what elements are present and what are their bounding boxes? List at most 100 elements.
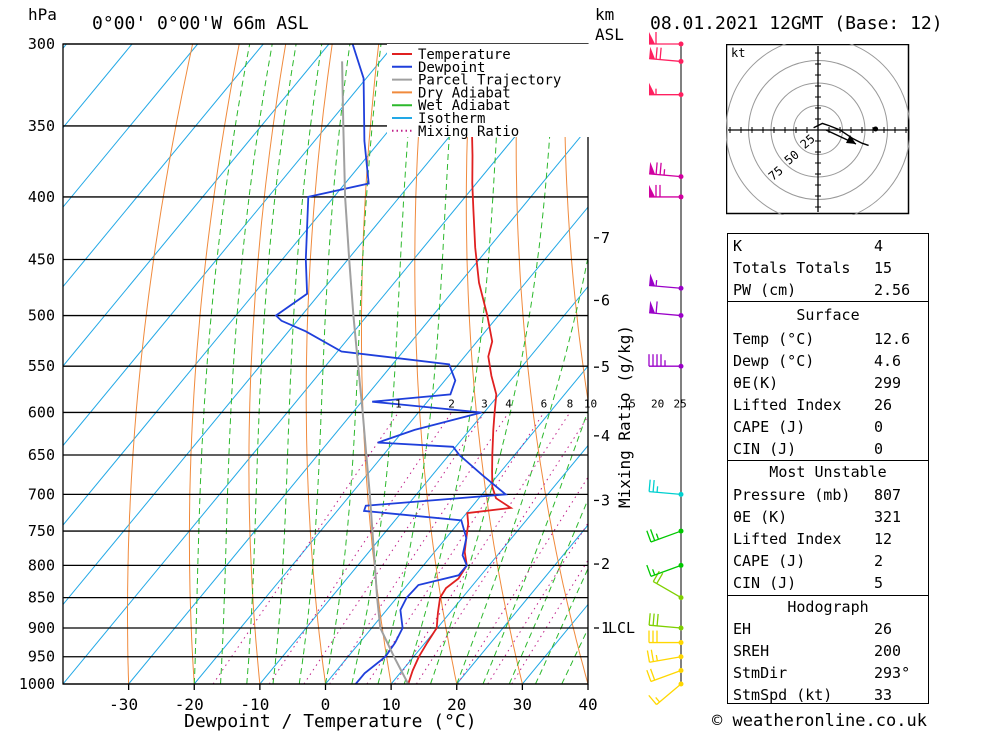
pressure-tick-label: 600 [28,403,55,421]
wet-adiabat-line [508,498,588,684]
dry-adiabat-line [984,44,1000,684]
wind-barb-shaft [649,284,682,289]
hodograph-row: StmDir 293° [728,662,928,684]
km-tick-label: 1 [601,619,610,637]
index-label: StmDir [733,664,788,682]
mixing-ratio-label: 25 [673,397,686,410]
wind-barb-feather [655,162,658,175]
pressure-tick-label: 650 [28,446,55,464]
wind-barb-shaft [650,530,682,543]
index-label: θE(K) [733,374,779,392]
x-tick-label: 10 [381,695,400,714]
wind-barb-feather [652,613,655,626]
wind-barb [648,681,684,706]
datetime-label: 08.01.2021 12GMT (Base: 12) [650,13,943,34]
wet-adiabat-line [220,44,273,684]
wind-barb [649,161,684,180]
mixing-ratio-line [366,412,545,684]
wind-barb-flag [649,161,656,175]
mixing-ratio-label: 10 [584,397,597,410]
index-value: 807 [874,486,902,504]
pressure-tick-label: 500 [28,307,55,325]
legend-label: Temperature [418,47,511,63]
dry-adiabat-line [937,44,1000,684]
most-unstable-row: CIN (J) 5 [728,572,928,594]
most-unstable-row: CAPE (J) 2 [728,550,928,572]
index-label: CAPE (J) [733,552,806,570]
index-value: 299 [874,374,902,392]
dry-adiabat-line [305,44,333,684]
copyright-footer[interactable]: © weatheronline.co.uk [712,711,927,731]
hodograph-trace [813,122,869,147]
isotherm-line [63,44,133,129]
wind-barb-feather [656,613,659,626]
location-label: 0°00' 0°00'W 66m ASL [92,13,309,34]
wind-barb [646,668,684,683]
pressure-tick-label: 800 [28,556,55,574]
x-tick-label: -20 [175,695,204,714]
index-value: 2.56 [874,281,911,299]
isotherm-line [325,365,588,684]
index-label: CIN (J) [733,440,797,458]
index-value: 4 [874,237,884,255]
index-label: θE (K) [733,508,788,526]
index-value: 33 [874,686,893,704]
km-tick-label: 2 [601,555,610,573]
most-unstable-section-title: Most Unstable [769,463,887,481]
index-value: 321 [874,508,902,526]
wind-barb-half-feather [655,280,658,287]
x-tick-label: -10 [240,695,269,714]
lcl-label: LCL [608,619,635,637]
divider [728,301,928,302]
wind-barb [648,613,684,631]
index-label: Lifted Index [733,530,842,548]
most-unstable-row: Pressure (mb) 807 [728,484,928,506]
wind-barb-feather [646,650,651,663]
wind-barb-feather [649,668,656,681]
mixing-ratio-line [329,412,510,684]
pressure-tick-label: 1000 [19,675,55,693]
x-tick-label: 40 [578,695,597,714]
mixing-ratio-label: 2 [448,397,455,410]
mixing-ratio-label: 20 [651,397,664,410]
index-value: 200 [874,642,902,660]
wind-barb-half-feather [655,654,659,662]
surface-section-title: Surface [796,306,860,324]
wind-barb-flag [649,82,655,95]
isotherm-line [63,44,199,208]
wind-barb-feather [646,669,652,682]
isotherm-line [63,44,395,447]
pressure-tick-label: 400 [28,188,55,206]
wind-barb [652,570,684,601]
surface-row: Lifted Index 26 [728,394,928,416]
mixing-ratio-line [303,412,485,684]
wind-barb-shaft [650,669,682,683]
dry-adiabat-line [564,44,588,404]
pressure-tick-label: 750 [28,522,55,540]
divider [728,460,928,461]
mixing-ratio-label: 1 [395,397,402,410]
index-label: StmSpd (kt) [733,686,833,704]
index-label: Dewp (°C) [733,352,815,370]
hodograph-section-title: Hodograph [787,598,869,616]
mixing-ratio-label: 6 [541,397,548,410]
series-line-dewpoint [274,44,508,684]
wind-barb-flag [649,273,656,286]
wind-barb [648,354,684,369]
wind-barb-feather [655,47,658,60]
wind-barb-half-feather [656,486,659,493]
x-tick-label: 0 [321,695,331,714]
mixing-ratio-label: 3 [481,397,488,410]
wind-barb-shaft [649,656,682,663]
x-axis-title: Dewpoint / Temperature (°C) [184,711,477,732]
isotherm-line [390,444,588,684]
index-value: 26 [874,396,893,414]
km-tick-label: 7 [601,229,610,247]
dry-adiabat-line [127,44,194,684]
dry-adiabat-line [188,44,240,684]
wind-barb-feather [652,479,655,493]
storm-motion-arrowhead [846,135,856,144]
surface-row: θE(K) 299 [728,372,928,394]
